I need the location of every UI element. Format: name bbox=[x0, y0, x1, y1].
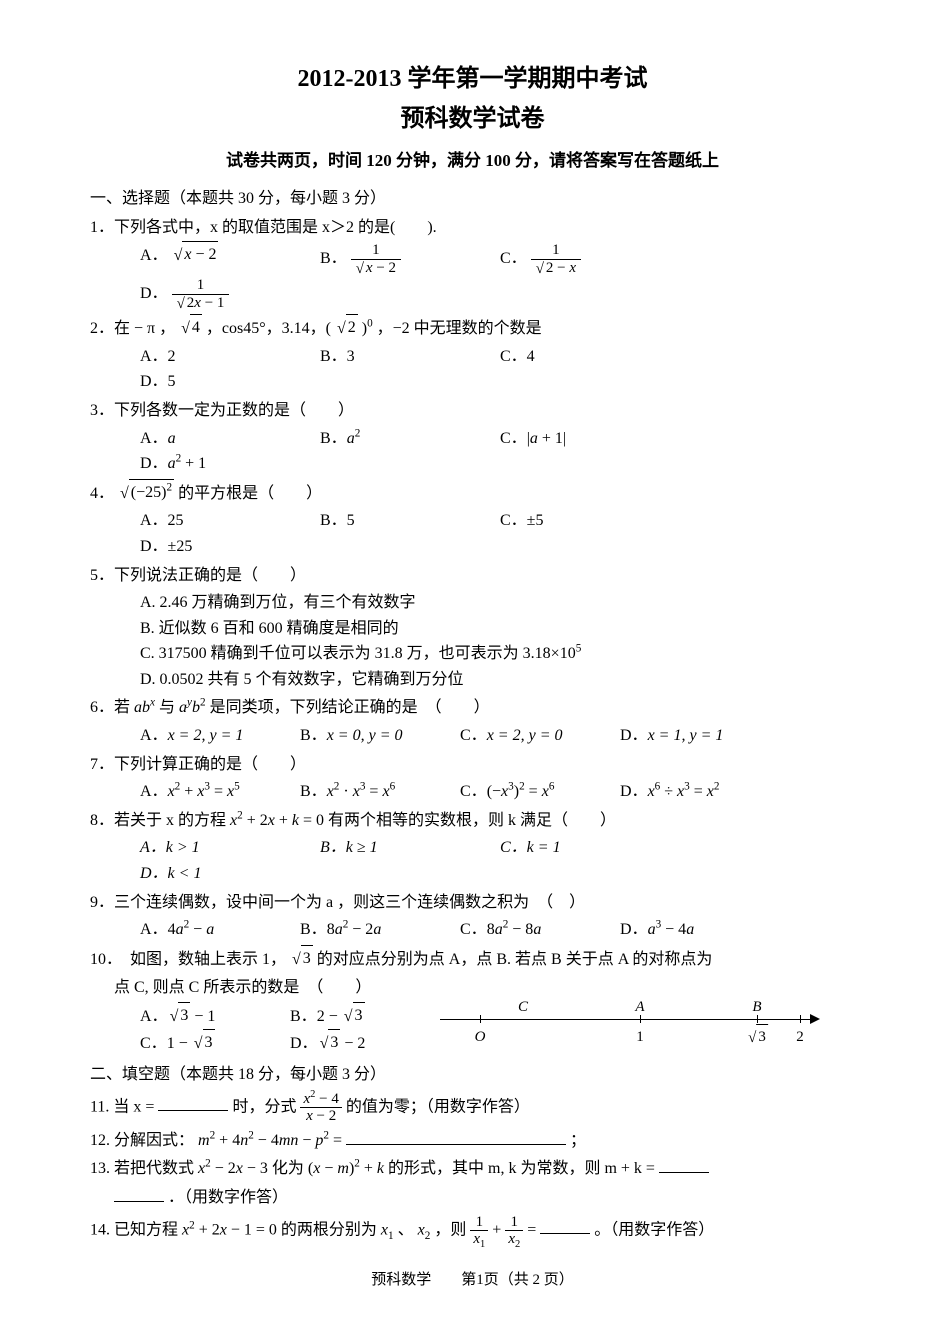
question-7: 7．下列计算正确的是（ ） bbox=[90, 752, 855, 778]
question-1: 1．下列各式中，x 的取值范围是 x＞2 的是( ). bbox=[90, 215, 855, 241]
q10-opt-b: B．2 − 3 bbox=[290, 1003, 440, 1030]
question-6: 6．若 abx 与 ayb2 是同类项，下列结论正确的是 （ ） bbox=[90, 695, 855, 721]
q7-opt-d: D．x6 ÷ x3 = x2 bbox=[620, 779, 780, 805]
label-b: B bbox=[752, 995, 761, 1019]
q2-options: A．2 B．3 C．4 D．5 bbox=[140, 344, 855, 395]
q5-opt-b: B. 近似数 6 百和 600 精确度是相同的 bbox=[140, 616, 855, 642]
q2-opt-a: A．2 bbox=[140, 344, 320, 370]
question-2: 2．在 − π ， 4 ，cos45°，3.14，( 2 )0 ，−2 中无理数… bbox=[90, 315, 855, 342]
question-9: 9．三个连续偶数，设中间一个为 a ，则这三个连续偶数之积为 （ ） bbox=[90, 890, 855, 916]
number-line-diagram: C A B O 1 3 2 bbox=[440, 997, 820, 1047]
q9-opt-a: A．4a2 − a bbox=[140, 917, 300, 943]
q3-opt-c: C．|a + 1| bbox=[500, 426, 680, 452]
section-1-header: 一、选择题（本题共 30 分，每小题 3 分） bbox=[90, 186, 855, 212]
label-c: C bbox=[518, 995, 528, 1019]
axis-line bbox=[440, 1019, 810, 1020]
sqrt-icon: x − 2 bbox=[172, 242, 219, 269]
q1-opt-d: D． 12x − 1 bbox=[140, 277, 320, 312]
sqrt-icon: (−25)2 bbox=[118, 480, 174, 507]
q10-opt-a: A．3 − 1 bbox=[140, 1003, 290, 1030]
q3-options: A．a B．a2 C．|a + 1| D．a2 + 1 bbox=[140, 426, 855, 477]
blank-13a bbox=[659, 1156, 709, 1173]
blank-14 bbox=[540, 1217, 590, 1234]
q10-opt-c: C．1 − 3 bbox=[140, 1030, 290, 1057]
q7-opt-a: A．x2 + x3 = x5 bbox=[140, 779, 300, 805]
page-title-line2: 预科数学试卷 bbox=[90, 100, 855, 138]
q4-opt-b: B．5 bbox=[320, 508, 500, 534]
blank-12 bbox=[346, 1128, 566, 1145]
question-8: 8．若关于 x 的方程 x2 + 2x + k = 0 有两个相等的实数根，则 … bbox=[90, 808, 855, 834]
q9-options: A．4a2 − a B．8a2 − 2a C．8a2 − 8a D．a3 − 4… bbox=[140, 917, 855, 943]
q1-opt-c: C． 12 − x bbox=[500, 242, 680, 277]
q8-opt-a: A．k > 1 bbox=[140, 835, 320, 861]
arrow-icon bbox=[810, 1014, 820, 1024]
q1-options: A． x − 2 B． 1x − 2 C． 12 − x D． 12x − 1 bbox=[140, 242, 855, 312]
q10-row: A．3 − 1 B．2 − 3 C．1 − 3 D．3 − 2 C A B O … bbox=[90, 1003, 855, 1056]
q6-opt-b: B．x = 0, y = 0 bbox=[300, 723, 460, 749]
q9-opt-d: D．a3 − 4a bbox=[620, 917, 780, 943]
q3-opt-a: A．a bbox=[140, 426, 320, 452]
q4-opt-d: D．±25 bbox=[140, 534, 320, 560]
q2-opt-d: D．5 bbox=[140, 369, 320, 395]
q8-opt-b: B．k ≥ 1 bbox=[320, 835, 500, 861]
question-13: 13. 若把代数式 x2 − 2x − 3 化为 (x − m)2 + k 的形… bbox=[90, 1156, 855, 1182]
question-11: 11. 当 x = 时，分式 x2 − 4x − 2 的值为零；（用数字作答） bbox=[90, 1091, 855, 1125]
label-sqrt3: 3 bbox=[746, 1025, 768, 1050]
q6-opt-a: A．x = 2, y = 1 bbox=[140, 723, 300, 749]
question-13-cont: ．（用数字作答） bbox=[114, 1185, 855, 1211]
q9-opt-c: C．8a2 − 8a bbox=[460, 917, 620, 943]
section-2-header: 二、填空题（本题共 18 分，每小题 3 分） bbox=[90, 1062, 855, 1088]
sqrt-icon: 3 bbox=[290, 946, 313, 973]
q5-opt-a: A. 2.46 万精确到万位，有三个有效数字 bbox=[140, 590, 855, 616]
q6-options: A．x = 2, y = 1 B．x = 0, y = 0 C．x = 2, y… bbox=[140, 723, 855, 749]
q8-opt-d: D．k < 1 bbox=[140, 861, 320, 887]
page-footer: 预科数学 第1页（共 2 页） bbox=[90, 1268, 855, 1292]
q1-opt-b: B． 1x − 2 bbox=[320, 242, 500, 277]
q3-opt-d: D．a2 + 1 bbox=[140, 451, 320, 477]
q4-opt-a: A．25 bbox=[140, 508, 320, 534]
page-title-line1: 2012-2013 学年第一学期期中考试 bbox=[90, 60, 855, 98]
blank-13b bbox=[114, 1185, 164, 1202]
question-10: 10． 如图，数轴上表示 1， 3 的对应点分别为点 A，点 B. 若点 B 关… bbox=[90, 946, 855, 973]
q7-options: A．x2 + x3 = x5 B．x2 · x3 = x6 C．(−x3)2 =… bbox=[140, 779, 855, 805]
q10-options: A．3 − 1 B．2 − 3 C．1 − 3 D．3 − 2 bbox=[140, 1003, 440, 1056]
q8-opt-c: C．k = 1 bbox=[500, 835, 680, 861]
label-1: 1 bbox=[636, 1025, 644, 1049]
exam-instructions: 试卷共两页，时间 120 分钟，满分 100 分，请将答案写在答题纸上 bbox=[90, 147, 855, 174]
q7-opt-c: C．(−x3)2 = x6 bbox=[460, 779, 620, 805]
q6-opt-c: C．x = 2, y = 0 bbox=[460, 723, 620, 749]
q5-opt-d: D. 0.0502 共有 5 个有效数字，它精确到万分位 bbox=[140, 667, 855, 693]
q4-options: A．25 B．5 C．±5 D．±25 bbox=[140, 508, 855, 559]
tick-0 bbox=[480, 1015, 481, 1023]
sqrt-icon: 2 bbox=[335, 315, 358, 342]
q5-options: A. 2.46 万精确到万位，有三个有效数字 B. 近似数 6 百和 600 精… bbox=[140, 590, 855, 692]
blank-11 bbox=[158, 1094, 228, 1111]
question-4: 4． (−25)2 的平方根是（ ） bbox=[90, 480, 855, 507]
q6-opt-d: D．x = 1, y = 1 bbox=[620, 723, 780, 749]
tick-2 bbox=[800, 1015, 801, 1023]
q2-opt-c: C．4 bbox=[500, 344, 680, 370]
question-12: 12. 分解因式： m2 + 4n2 − 4mn − p2 = ； bbox=[90, 1128, 855, 1154]
question-5: 5．下列说法正确的是（ ） bbox=[90, 563, 855, 589]
q3-opt-b: B．a2 bbox=[320, 426, 500, 452]
label-2: 2 bbox=[796, 1025, 804, 1049]
q2-opt-b: B．3 bbox=[320, 344, 500, 370]
q9-opt-b: B．8a2 − 2a bbox=[300, 917, 460, 943]
q8-options: A．k > 1 B．k ≥ 1 C．k = 1 D．k < 1 bbox=[140, 835, 855, 886]
question-3: 3．下列各数一定为正数的是（ ） bbox=[90, 398, 855, 424]
sqrt-icon: 4 bbox=[179, 315, 202, 342]
q10-opt-d: D．3 − 2 bbox=[290, 1030, 440, 1057]
q5-opt-c: C. 317500 精确到千位可以表示为 31.8 万，也可表示为 3.18×1… bbox=[140, 641, 855, 667]
label-o: O bbox=[475, 1025, 486, 1049]
q4-opt-c: C．±5 bbox=[500, 508, 680, 534]
label-a: A bbox=[635, 995, 644, 1019]
question-14: 14. 已知方程 x2 + 2x − 1 = 0 的两根分别为 x1 、 x2 … bbox=[90, 1214, 855, 1248]
q1-opt-a: A． x − 2 bbox=[140, 242, 320, 277]
q7-opt-b: B．x2 · x3 = x6 bbox=[300, 779, 460, 805]
q1-text: 1．下列各式中，x 的取值范围是 x＞2 的是( ). bbox=[90, 219, 437, 236]
